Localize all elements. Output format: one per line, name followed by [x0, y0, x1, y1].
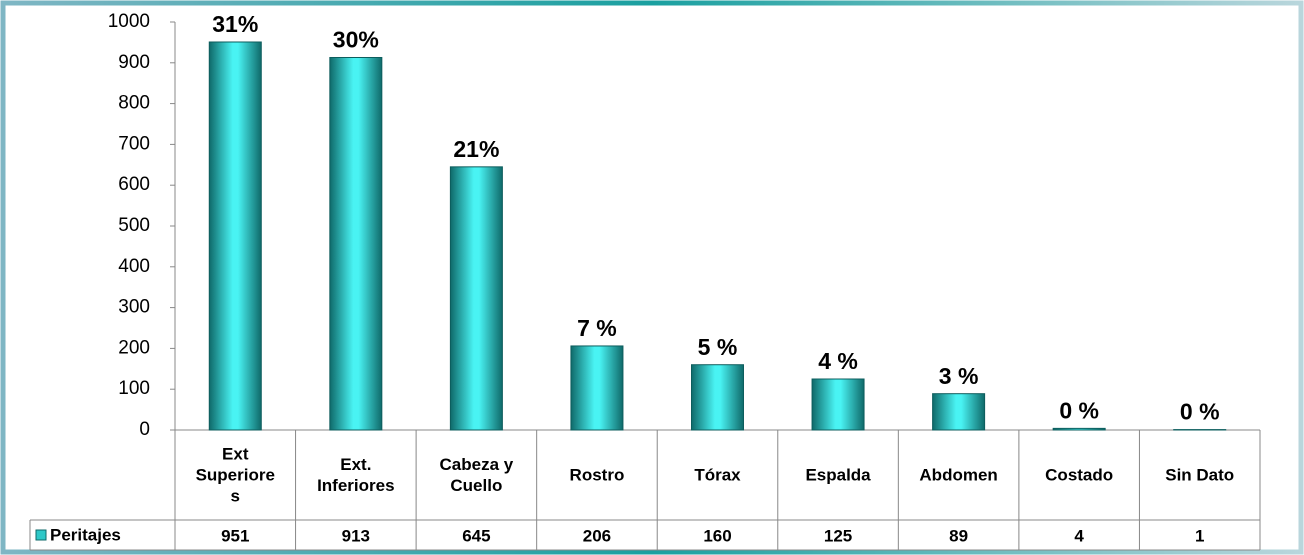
y-tick-label: 0	[139, 419, 150, 440]
bar	[932, 393, 986, 431]
table-value: 4	[1074, 526, 1084, 545]
bar	[570, 345, 624, 431]
bar	[811, 378, 865, 431]
y-tick-label: 100	[118, 378, 150, 399]
percent-label: 30%	[333, 27, 379, 53]
bar	[449, 166, 503, 431]
percent-label: 0 %	[1180, 399, 1220, 425]
percent-label: 21%	[453, 136, 499, 162]
percent-label: 4 %	[818, 348, 858, 374]
table-value: 913	[342, 526, 370, 545]
table-value: 125	[824, 526, 852, 545]
category-label: Ext. Inferiores	[317, 455, 395, 495]
category-label: Tórax	[694, 465, 741, 485]
table-value: 160	[703, 526, 731, 545]
percent-label: 0 %	[1059, 397, 1099, 423]
bar	[691, 364, 744, 431]
y-tick-label: 300	[118, 297, 150, 318]
bar	[1052, 427, 1106, 431]
y-tick-label: 600	[118, 174, 150, 195]
category-label: Ext Superiores	[195, 444, 275, 506]
bar	[208, 41, 262, 431]
category-label: Costado	[1045, 465, 1114, 485]
category-label: Sin Dato	[1165, 465, 1235, 485]
legend-marker	[35, 529, 47, 541]
percent-label: 31%	[212, 11, 258, 37]
category-label: Rostro	[569, 465, 625, 485]
y-tick-label: 800	[118, 93, 150, 114]
category-label: Cabeza y Cuello	[439, 455, 514, 495]
table-value: 1	[1195, 526, 1204, 545]
percent-label: 7 %	[577, 315, 617, 341]
bar	[329, 56, 383, 431]
y-tick-label: 1000	[108, 11, 150, 32]
category-label: Espalda	[805, 465, 871, 485]
y-tick-label: 200	[118, 337, 150, 358]
table-value: 206	[583, 526, 611, 545]
table-value: 951	[221, 526, 249, 545]
percent-label: 5 %	[698, 334, 738, 360]
legend-label: Peritajes	[50, 525, 121, 544]
y-tick-label: 900	[118, 52, 150, 73]
table-value: 89	[949, 526, 968, 545]
y-tick-label: 700	[118, 133, 150, 154]
category-label: Abdomen	[919, 465, 998, 485]
percent-label: 3 %	[939, 363, 979, 389]
y-tick-label: 400	[118, 256, 150, 277]
table-value: 645	[462, 526, 490, 545]
y-tick-label: 500	[118, 215, 150, 236]
